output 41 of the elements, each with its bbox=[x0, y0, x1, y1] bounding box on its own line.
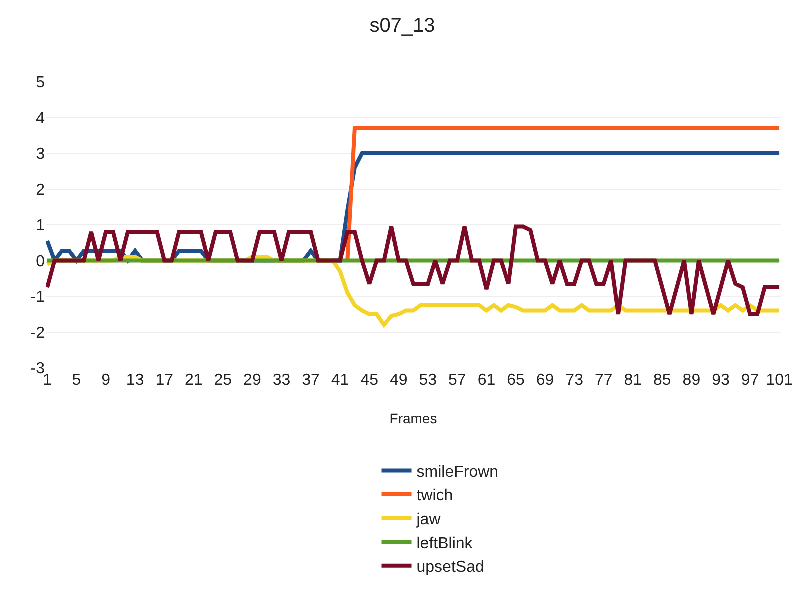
x-tick-label: 9 bbox=[102, 372, 111, 389]
x-tick-label: 61 bbox=[478, 372, 496, 389]
x-tick-label: 33 bbox=[272, 372, 291, 389]
legend-label: smileFrown bbox=[416, 464, 499, 481]
y-tick-label: -3 bbox=[30, 360, 46, 378]
x-tick-label: 69 bbox=[536, 372, 554, 389]
x-tick-label: 65 bbox=[507, 372, 525, 389]
y-tick-label: -1 bbox=[30, 289, 46, 306]
x-tick-label: 13 bbox=[126, 372, 144, 389]
x-tick-label: 41 bbox=[331, 372, 350, 389]
y-tick-label: -2 bbox=[30, 324, 46, 342]
x-tick-label: 73 bbox=[566, 372, 584, 389]
x-tick-label: 97 bbox=[741, 372, 760, 389]
y-tick-label: 3 bbox=[36, 146, 46, 164]
legend-label: leftBlink bbox=[416, 535, 474, 552]
x-tick-label: 5 bbox=[72, 372, 82, 389]
x-tick-label: 93 bbox=[712, 372, 730, 389]
chart-title: s07_13 bbox=[370, 14, 436, 37]
legend-label: jaw bbox=[416, 512, 442, 529]
x-tick-label: 25 bbox=[214, 372, 232, 389]
x-tick-label: 49 bbox=[390, 372, 408, 389]
x-tick-label: 89 bbox=[682, 372, 701, 389]
x-tick-label: 37 bbox=[302, 372, 320, 389]
x-axis-title: Frames bbox=[390, 410, 438, 426]
x-tick-label: 101 bbox=[766, 372, 793, 389]
x-tick-label: 81 bbox=[624, 372, 642, 389]
legend-label: upsetSad bbox=[416, 559, 484, 576]
y-tick-label: 2 bbox=[36, 182, 46, 199]
x-tick-label: 77 bbox=[594, 372, 613, 389]
y-tick-label: 1 bbox=[36, 218, 46, 235]
y-tick-label: 0 bbox=[36, 253, 46, 270]
x-tick-label: 53 bbox=[419, 372, 438, 389]
x-tick-label: 85 bbox=[654, 372, 672, 389]
line-series bbox=[46, 224, 781, 316]
y-tick-label: 5 bbox=[36, 74, 46, 92]
x-tick-label: 45 bbox=[360, 372, 379, 389]
x-tick-label: 17 bbox=[156, 372, 174, 389]
y-tick-label: 4 bbox=[36, 110, 46, 128]
x-tick-label: 57 bbox=[448, 372, 466, 389]
x-tick-label: 29 bbox=[244, 372, 262, 389]
x-tick-label: 21 bbox=[184, 372, 203, 389]
